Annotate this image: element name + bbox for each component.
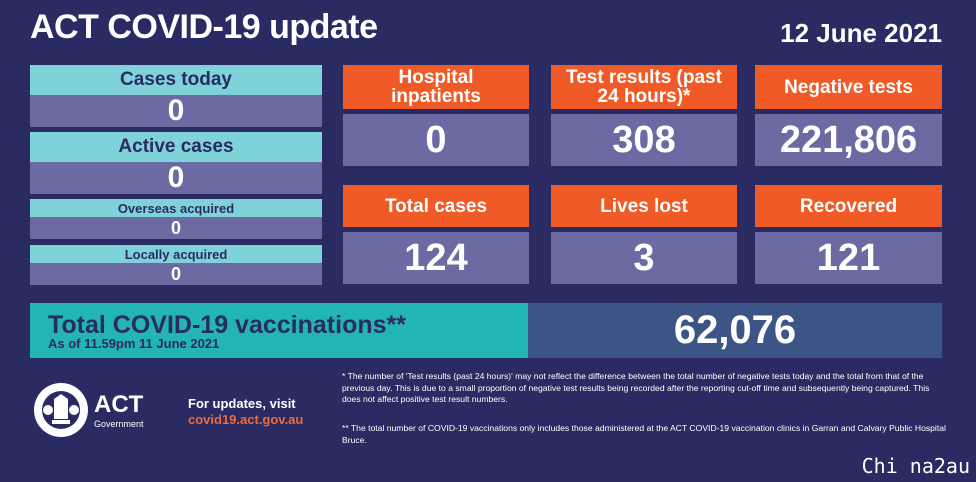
active-cases-value: 0 <box>30 161 322 194</box>
update-date: 12 June 2021 <box>780 18 942 48</box>
test-results-value: 308 <box>551 114 737 166</box>
test-results-label: Test results (past 24 hours)* <box>551 65 737 109</box>
vaccinations-label-panel: Total COVID-19 vaccinations** As of 11.5… <box>30 303 528 358</box>
act-government-logo: ACT Government <box>34 381 144 443</box>
logo-government-text: Government <box>94 419 144 429</box>
active-cases-label: Active cases <box>30 132 322 162</box>
locally-acquired-label: Locally acquired <box>30 245 322 263</box>
footnote-test-results: * The number of 'Test results (past 24 h… <box>342 371 930 405</box>
watermark: Chi na2au <box>861 454 970 478</box>
locally-acquired-value: 0 <box>30 263 322 285</box>
vaccinations-title: Total COVID-19 vaccinations** <box>48 311 406 339</box>
hospital-inpatients-label: Hospital inpatients <box>343 65 529 109</box>
negative-tests-label: Negative tests <box>755 65 942 109</box>
recovered-value: 121 <box>755 232 942 284</box>
lives-lost-label: Lives lost <box>551 185 737 227</box>
logo-act-text: ACT <box>94 391 144 418</box>
lives-lost-value: 3 <box>551 232 737 284</box>
vaccinations-value-panel: 62,076 <box>528 303 942 358</box>
overseas-acquired-label: Overseas acquired <box>30 199 322 217</box>
updates-label: For updates, visit <box>188 396 296 411</box>
page-title: ACT COVID-19 update <box>30 8 378 46</box>
updates-link[interactable]: covid19.act.gov.au <box>188 412 304 428</box>
total-cases-value: 124 <box>343 232 529 284</box>
total-cases-label: Total cases <box>343 185 529 227</box>
hospital-inpatients-value: 0 <box>343 114 529 166</box>
updates-info: For updates, visit covid19.act.gov.au <box>188 396 303 429</box>
vaccinations-value: 62,076 <box>673 308 797 352</box>
footnote-vaccinations: ** The total number of COVID-19 vaccinat… <box>342 423 946 445</box>
negative-tests-value: 221,806 <box>755 114 942 166</box>
recovered-label: Recovered <box>755 185 942 227</box>
overseas-acquired-value: 0 <box>30 217 322 239</box>
vaccinations-subtitle: As of 11.59pm 11 June 2021 <box>48 336 220 351</box>
cases-today-label: Cases today <box>30 65 322 95</box>
act-coat-of-arms-icon <box>34 383 88 437</box>
cases-today-value: 0 <box>30 94 322 127</box>
